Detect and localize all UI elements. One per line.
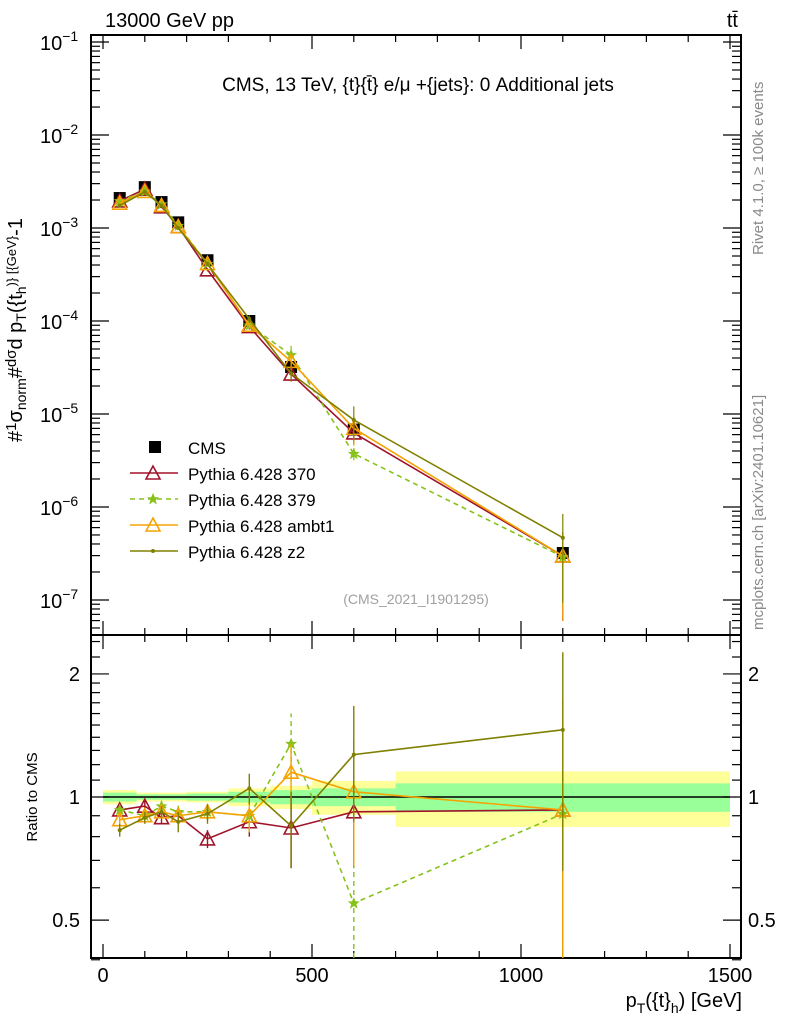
y-tick-label: 10−1 (40, 28, 78, 55)
point-pythia-6-428-z2 (117, 203, 122, 208)
ratio-point-pythia-6-428-z2 (247, 786, 252, 791)
ratio-point-pythia-6-428-z2 (117, 828, 122, 833)
ratio-point-pythia-6-428-z2 (351, 752, 356, 757)
legend-marker (144, 516, 162, 532)
x-axis-label: pT({t}h) [GeV] (626, 990, 742, 1016)
y-tick-label: 10−4 (40, 307, 78, 334)
legend-marker (147, 493, 159, 505)
x-tick-label: 1500 (708, 965, 753, 987)
ratio-point-pythia-6-428-370 (199, 830, 216, 846)
ratio-point-pythia-6-428-ambt1 (282, 763, 300, 780)
point-pythia-6-428-z2 (142, 189, 147, 194)
y-tick-label: 10−6 (40, 493, 78, 520)
main-title: CMS, 13 TeV, {t}{t̄} e/μ +{jets}: 0 Addi… (222, 75, 614, 96)
point-pythia-6-428-z2 (247, 317, 252, 322)
legend-marker (144, 464, 162, 480)
point-pythia-6-428-z2 (176, 225, 181, 230)
series-line-pythia-6-428-z2 (119, 190, 564, 539)
legend-label: Pythia 6.428 z2 (188, 543, 305, 562)
ratio-y-tick-label: 2 (748, 664, 759, 686)
legend-label: Pythia 6.428 379 (188, 491, 316, 510)
side-text-upper: Rivet 4.1.0, ≥ 100k events (750, 82, 767, 255)
y-tick-label: 10−2 (40, 121, 78, 148)
series-line-pythia-6-428-379 (119, 190, 564, 558)
legend-marker (151, 549, 155, 553)
point-pythia-6-428-z2 (159, 203, 164, 208)
point-pythia-6-428-z2 (560, 535, 565, 540)
legend-marker-cms (149, 441, 161, 453)
y-tick-label: 10−7 (40, 586, 78, 613)
point-pythia-6-428-ambt1 (169, 217, 187, 234)
point-pythia-6-428-ambt1 (199, 254, 216, 271)
point-pythia-6-428-ambt1 (136, 182, 154, 199)
point-pythia-6-428-370 (136, 180, 154, 197)
legend-label: Pythia 6.428 370 (188, 465, 316, 484)
ratio-y-tick-label: 1 (69, 787, 80, 809)
header-left: 13000 GeV pp (105, 10, 234, 32)
point-pythia-6-428-ambt1 (153, 196, 170, 213)
ratio-y-axis-label: Ratio to CMS (24, 752, 41, 841)
point-pythia-6-428-379 (347, 447, 360, 460)
ratio-point-pythia-6-428-ambt1 (153, 803, 170, 819)
point-pythia-6-428-z2 (351, 417, 356, 422)
ratio-panel: 0 500 1000 1500 0.5 0.5 1 1 2 2 (52, 634, 776, 987)
x-tick-label: 1000 (499, 965, 544, 987)
point-pythia-6-428-ambt1 (111, 194, 129, 211)
point-pythia-6-428-z2 (205, 262, 210, 267)
ratio-point-pythia-6-428-z2 (142, 815, 147, 820)
ratio-point-pythia-6-428-z2 (289, 823, 294, 828)
y-tick-label: 10−3 (40, 214, 78, 241)
x-tick-label: 0 (97, 965, 108, 987)
main-panel: 10−1 10−2 10−3 10−4 10−5 10−6 10−7 (40, 28, 742, 958)
ratio-point-pythia-6-428-z2 (205, 811, 210, 816)
y-axis-label: #1σnorm#dσd pT({th)} [{GeV}-1 (3, 218, 29, 442)
header-right: tt̄ (727, 10, 739, 32)
series-line-pythia-6-428-ambt1 (119, 190, 564, 557)
ratio-y-tick-label: 1 (748, 787, 759, 809)
ratio-point-pythia-6-428-z2 (176, 819, 181, 824)
ratio-point-pythia-6-428-z2 (560, 727, 565, 732)
legend: CMS Pythia 6.428 370 Pythia 6.428 379 Pythi… (130, 439, 334, 562)
watermark: (CMS_2021_I1901295) (343, 591, 489, 607)
y-tick-label: 10−5 (40, 400, 78, 427)
x-tick-label: 500 (295, 965, 328, 987)
ratio-point-pythia-6-428-379 (285, 737, 298, 750)
ratio-y-tick-label: 0.5 (748, 910, 776, 932)
ratio-y-tick-label: 0.5 (52, 910, 80, 932)
ratio-point-pythia-6-428-379 (347, 897, 360, 909)
point-pythia-6-428-z2 (289, 371, 294, 376)
side-text-lower: mcplots.cern.ch [arXiv:2401.10621] (750, 395, 767, 630)
legend-label: Pythia 6.428 ambt1 (188, 517, 334, 536)
ratio-y-tick-label: 2 (69, 664, 80, 686)
legend-label-cms: CMS (188, 439, 226, 458)
ratio-point-pythia-6-428-379 (113, 803, 126, 816)
ratio-point-pythia-6-428-z2 (159, 809, 164, 814)
ratio-point-pythia-6-428-ambt1 (240, 807, 258, 823)
